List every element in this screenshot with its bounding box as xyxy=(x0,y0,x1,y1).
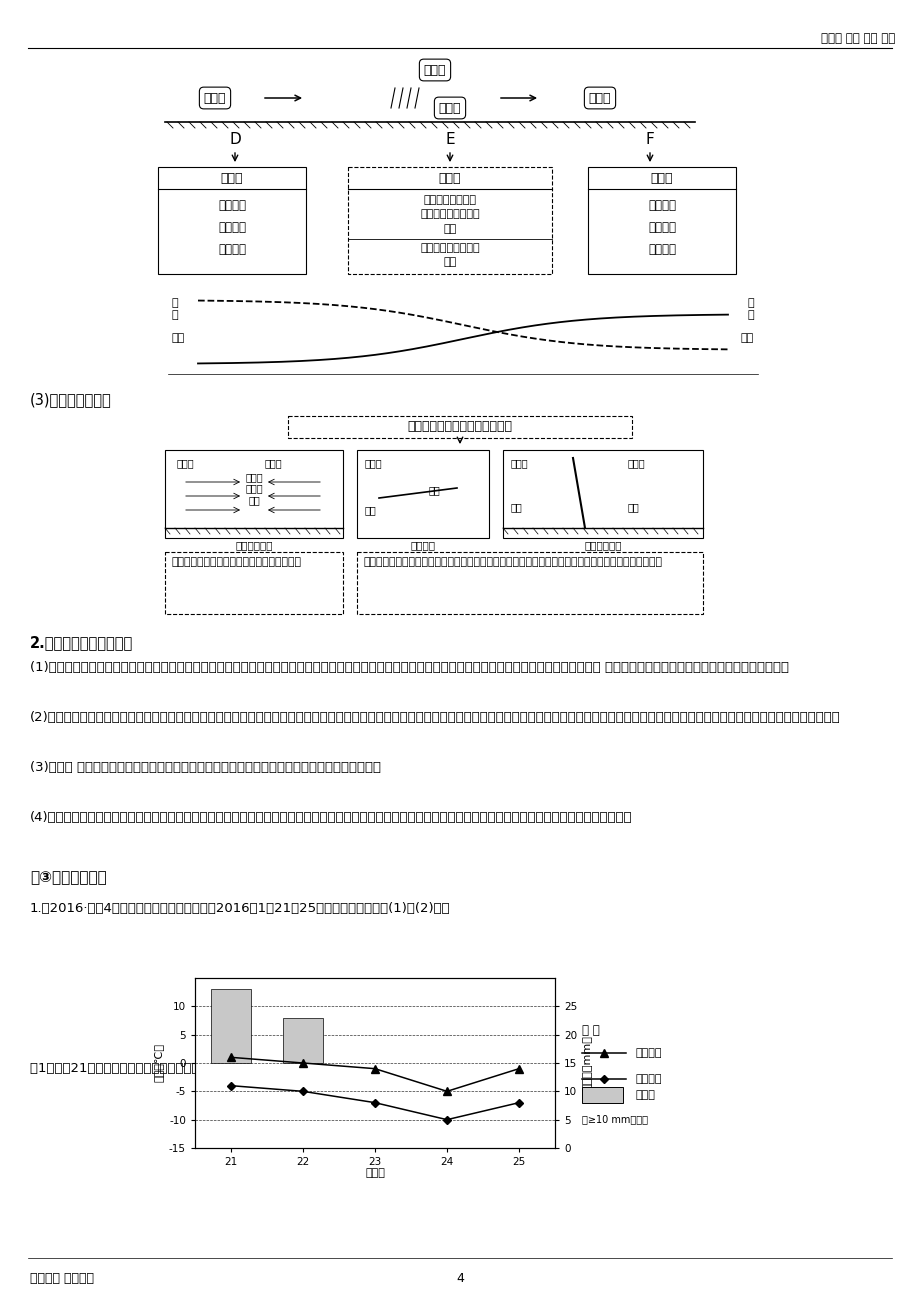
Text: (2)图像法：根据不同图像信息来分析锋面特征，统计图多提供天气变化资料，注意数值变化；示意图显示锋面结构和天气状况，注意冷暖气团的相对运动状况及图例信息；符号不: (2)图像法：根据不同图像信息来分析锋面特征，统计图多提供天气变化资料，注意数值… xyxy=(30,711,840,724)
Text: （1）该地21日出现暴雪天气的主要原因是（    ）: （1）该地21日出现暴雪天气的主要原因是（ ） xyxy=(30,1062,224,1075)
Text: F: F xyxy=(645,132,653,147)
Text: 过境前: 过境前 xyxy=(221,172,243,185)
Text: 气
温: 气 温 xyxy=(746,298,754,319)
Text: 冷气团: 冷气团 xyxy=(438,102,460,115)
Text: 冷气团: 冷气团 xyxy=(365,458,382,467)
Text: 暖气团: 暖气团 xyxy=(424,64,446,77)
Text: 昆明: 昆明 xyxy=(628,503,639,512)
Text: E: E xyxy=(445,132,454,147)
FancyBboxPatch shape xyxy=(357,450,489,538)
Text: (3)准静止锋与天气: (3)准静止锋与天气 xyxy=(30,392,111,408)
Text: 第③步：实战演练: 第③步：实战演练 xyxy=(30,870,107,885)
Text: 暖空气: 暖空气 xyxy=(628,458,645,467)
FancyBboxPatch shape xyxy=(587,167,735,273)
Text: 贵阳: 贵阳 xyxy=(428,486,440,495)
Text: 准静止锋: 准静止锋 xyxy=(410,540,435,549)
Text: （≥10 mm暴雪）: （≥10 mm暴雪） xyxy=(582,1115,648,1125)
Text: 气温升高
气压降低
天气转晴: 气温升高 气压降低 天气转晴 xyxy=(647,199,675,256)
Text: 小中高 精品 教案 试卷: 小中高 精品 教案 试卷 xyxy=(820,33,894,46)
Text: (4)活动规律法：冷锋主要在冬半年活动。比如，冬春季的沙尘暴、冬季的寒潮等。暖锋主要在夏半年，我国的准静止锋有江淮准静止锋、天山准静止锋和昆明准静止锋。: (4)活动规律法：冷锋主要在冬半年活动。比如，冬春季的沙尘暴、冬季的寒潮等。暖锋… xyxy=(30,811,632,824)
Text: 冷暖气
团势力
相当: 冷暖气 团势力 相当 xyxy=(245,473,263,505)
X-axis label: （日）: （日） xyxy=(365,1168,384,1178)
Text: 冷气团: 冷气团 xyxy=(203,91,226,104)
Text: (1)成因法：冷气团主动移动而形成的锋面为冷锋，暖气团主动移动而形成的锋面为暖锋。题目信息中提供的主导风向，如果是从高纬吹向低纬，形成的多是冷锋 如果主导风向是: (1)成因法：冷气团主动移动而形成的锋面为冷锋，暖气团主动移动而形成的锋面为暖锋… xyxy=(30,661,789,674)
Text: 贵阳: 贵阳 xyxy=(510,503,522,512)
Text: 昆明: 昆明 xyxy=(365,505,377,516)
Bar xyxy=(211,990,251,1062)
Text: 气
压: 气 压 xyxy=(172,298,178,319)
Text: 1.（2016·浙江4月学考）下图示意浙江省某地2016年1月21～25日的天气变化。完成(1)～(2)题。: 1.（2016·浙江4月学考）下图示意浙江省某地2016年1月21～25日的天气… xyxy=(30,902,450,915)
Text: 江淮准静止锋: 江淮准静止锋 xyxy=(235,540,272,549)
Text: 冬半年，贵阳一侧处于冷空气控制下，阴雨寒冷，常有冬雨天气；昆明一侧处于暖空气控制下，晴朗温暖: 冬半年，贵阳一侧处于冷空气控制下，阴雨寒冷，常有冬雨天气；昆明一侧处于暖空气控制… xyxy=(363,557,662,566)
Text: 过境时: 过境时 xyxy=(438,172,460,185)
Text: 雨区：在锋前，范围
较宽: 雨区：在锋前，范围 较宽 xyxy=(420,243,480,267)
FancyBboxPatch shape xyxy=(347,167,551,273)
Text: 过境后: 过境后 xyxy=(650,172,673,185)
Text: 气压: 气压 xyxy=(740,333,754,342)
FancyBboxPatch shape xyxy=(165,552,343,615)
Text: 最高气温: 最高气温 xyxy=(635,1048,662,1059)
Text: 锋面坡度小，移动幅度很小的锋: 锋面坡度小，移动幅度很小的锋 xyxy=(407,421,512,434)
Text: 多出现连续性降水
（降水强度小，历时
长）: 多出现连续性降水 （降水强度小，历时 长） xyxy=(420,195,480,234)
Text: 制作不易 推荐下载: 制作不易 推荐下载 xyxy=(30,1272,94,1285)
Text: 暖气团: 暖气团 xyxy=(588,91,610,104)
Text: 昆明准静止锋: 昆明准静止锋 xyxy=(584,540,621,549)
FancyBboxPatch shape xyxy=(165,450,343,538)
Text: 气温: 气温 xyxy=(172,333,185,342)
Text: 降雪量: 降雪量 xyxy=(635,1090,655,1100)
Y-axis label: 气温（℃）: 气温（℃） xyxy=(153,1043,164,1082)
Text: D: D xyxy=(229,132,241,147)
FancyBboxPatch shape xyxy=(288,417,631,437)
Text: (3)特征法 出现大风、降温天气，一般受冷锋控制。出现持续性降水，多为暖锋或准静止锋影响。: (3)特征法 出现大风、降温天气，一般受冷锋控制。出现持续性降水，多为暖锋或准静… xyxy=(30,760,380,773)
Text: 江淮地区每年夏初出现长达一个月的梅雨天气: 江淮地区每年夏初出现长达一个月的梅雨天气 xyxy=(171,557,301,566)
Y-axis label: 降雪量（mm）: 降雪量（mm） xyxy=(583,1035,592,1091)
FancyBboxPatch shape xyxy=(357,552,702,615)
FancyBboxPatch shape xyxy=(503,450,702,538)
Text: 最低气温: 最低气温 xyxy=(635,1074,662,1085)
Text: 暖气团: 暖气团 xyxy=(265,458,282,467)
Text: 4: 4 xyxy=(456,1272,463,1285)
FancyBboxPatch shape xyxy=(582,1087,622,1103)
Text: 冷气团: 冷气团 xyxy=(176,458,195,467)
FancyBboxPatch shape xyxy=(158,167,306,273)
Text: 图 例: 图 例 xyxy=(582,1025,599,1038)
Bar xyxy=(283,1018,323,1062)
Text: 气温较低
气压较高
天气晴朗: 气温较低 气压较高 天气晴朗 xyxy=(218,199,245,256)
Text: 2.锋面类型和性质的判读: 2.锋面类型和性质的判读 xyxy=(30,635,133,650)
Text: 暖空气: 暖空气 xyxy=(510,458,528,467)
